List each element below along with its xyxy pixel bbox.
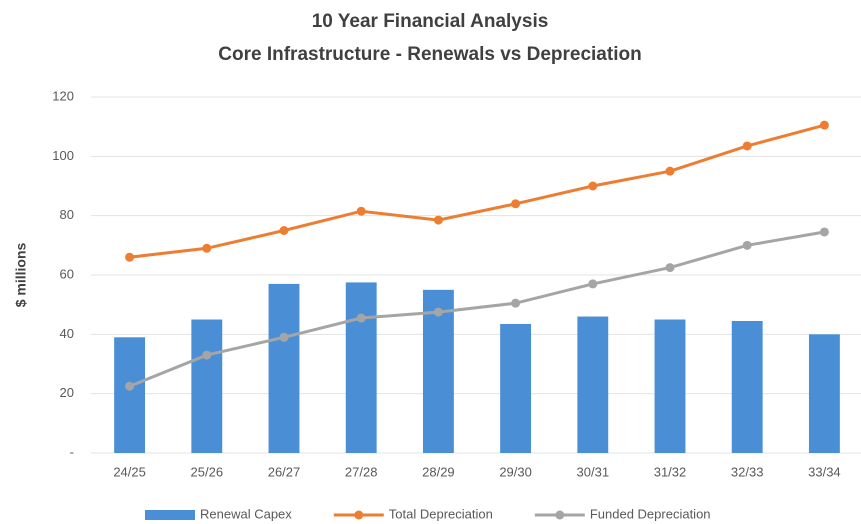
x-tick-label: 32/33	[731, 464, 764, 479]
marker	[742, 240, 752, 250]
marker	[433, 215, 443, 225]
legend-label: Funded Depreciation	[590, 506, 711, 521]
marker	[511, 298, 521, 308]
marker	[202, 350, 212, 360]
legend-marker	[555, 510, 565, 520]
x-tick-label: 25/26	[191, 464, 224, 479]
marker	[202, 243, 212, 253]
x-tick-label: 30/31	[577, 464, 610, 479]
bar	[191, 319, 223, 453]
bar	[345, 282, 377, 453]
y-tick-label: 20	[60, 385, 74, 400]
y-tick-label: -	[70, 444, 74, 459]
marker	[433, 307, 443, 317]
bar	[731, 320, 763, 453]
chart-subtitle: Core Infrastructure - Renewals vs Deprec…	[218, 44, 641, 65]
bar	[422, 289, 454, 453]
x-tick-label: 27/28	[345, 464, 378, 479]
y-tick-label: 120	[52, 88, 74, 103]
marker	[356, 206, 366, 216]
marker	[279, 226, 289, 235]
x-tick-label: 28/29	[422, 464, 455, 479]
marker	[742, 141, 752, 151]
y-tick-label: 40	[60, 326, 74, 341]
marker	[819, 227, 829, 237]
marker	[356, 313, 366, 323]
y-tick-label: 100	[52, 148, 74, 163]
x-tick-label: 24/25	[113, 464, 146, 479]
y-axis-label: $ millions	[13, 243, 29, 308]
marker	[125, 252, 135, 262]
legend-label: Renewal Capex	[200, 506, 292, 521]
bar	[500, 323, 532, 453]
marker	[588, 181, 598, 191]
x-tick-label: 31/32	[654, 464, 687, 479]
x-tick-label: 33/34	[808, 464, 841, 479]
marker	[819, 120, 829, 130]
y-tick-label: 80	[60, 207, 74, 222]
marker	[279, 332, 289, 342]
marker	[665, 263, 675, 273]
bar	[268, 283, 300, 453]
marker	[511, 199, 521, 209]
bar	[577, 316, 609, 453]
bar	[808, 334, 840, 453]
marker	[125, 381, 135, 391]
legend-marker	[354, 510, 364, 520]
chart-title: 10 Year Financial Analysis	[312, 11, 549, 32]
marker	[588, 279, 598, 289]
bar	[654, 319, 686, 453]
x-tick-label: 29/30	[499, 464, 532, 479]
marker	[665, 166, 675, 176]
legend-swatch	[145, 510, 195, 520]
legend-label: Total Depreciation	[389, 506, 493, 521]
bar	[114, 337, 146, 453]
line	[129, 123, 825, 259]
y-tick-label: 60	[60, 266, 74, 281]
line	[129, 230, 825, 388]
x-tick-label: 26/27	[268, 464, 301, 479]
